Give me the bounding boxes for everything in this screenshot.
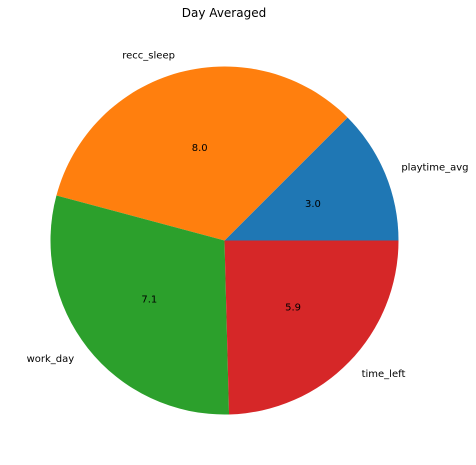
slice-label-recc-sleep: recc_sleep: [122, 51, 175, 62]
pie-slice-time-left: [224, 240, 399, 415]
value-label-time-left: 5.9: [285, 302, 301, 313]
pie-slice-playtime-avg: [224, 117, 399, 241]
slice-label-playtime-avg: playtime_avg: [401, 162, 468, 173]
pie-labels: playtime_avg 3.0 recc_sleep 8.0 work_day 7.1 t…: [27, 51, 469, 380]
pie-slice-recc-sleep: [56, 66, 348, 241]
value-label-work-day: 7.1: [141, 295, 157, 306]
chart-title: Day Averaged: [182, 6, 266, 20]
slice-label-time-left: time_left: [362, 369, 406, 380]
slice-label-work-day: work_day: [27, 354, 75, 365]
pie-slice-work-day: [50, 195, 230, 415]
value-label-playtime-avg: 3.0: [305, 199, 321, 210]
value-label-recc-sleep: 8.0: [192, 143, 208, 154]
pie-slices: [50, 66, 399, 415]
